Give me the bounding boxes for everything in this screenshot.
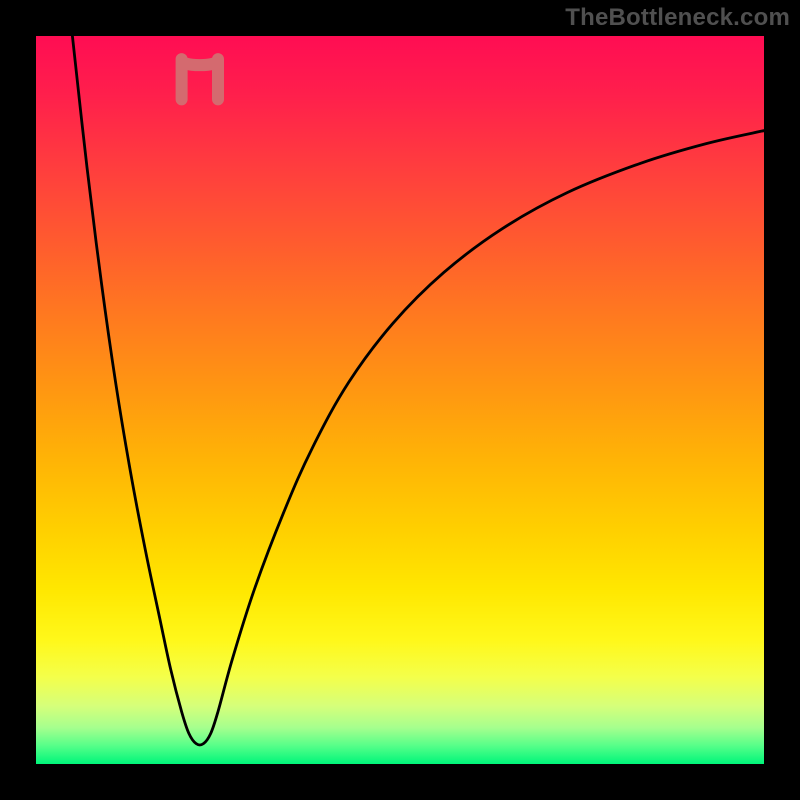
notch-marker bbox=[182, 59, 218, 99]
bottleneck-curve bbox=[72, 36, 764, 745]
watermark-text: TheBottleneck.com bbox=[565, 4, 790, 32]
chart-container: TheBottleneck.com bbox=[0, 0, 800, 800]
curve-layer bbox=[36, 36, 764, 764]
plot-area bbox=[36, 36, 764, 764]
